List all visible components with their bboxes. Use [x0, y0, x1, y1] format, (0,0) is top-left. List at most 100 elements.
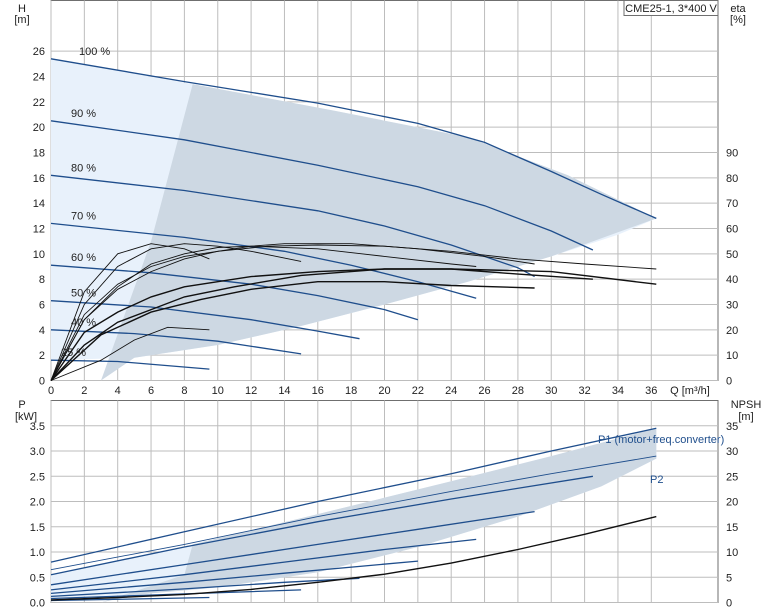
p1-label: P1 (motor+freq.converter): [598, 434, 724, 446]
npsh-axis-label: NPSH: [731, 399, 762, 411]
power-tick-labels: 0.0 0.5 1.0 1.5 2.0 2.5 3.0 3.5: [30, 421, 45, 610]
speed-curve: [50, 329, 302, 355]
speed-curve-label: 40 %: [71, 317, 96, 329]
head-tick-label: 0: [39, 376, 45, 388]
flow-tick-label: 12: [245, 385, 257, 397]
eta-tick-label: 20: [726, 325, 738, 337]
flow-tick-label: 8: [181, 385, 187, 397]
npsh-tick-label: 25: [726, 471, 738, 483]
efficiency-curves: [50, 243, 657, 382]
flow-tick-label: 16: [312, 385, 324, 397]
eta-axis-unit: [%]: [730, 14, 746, 26]
p1-curve: [50, 510, 535, 586]
flow-tick-label: 36: [645, 385, 657, 397]
eta-tick-label: 60: [726, 224, 738, 236]
head-tick-label: 26: [33, 46, 45, 58]
eta-tick-labels: 0 10 20 30 40 50 60 70 80 90: [726, 148, 738, 388]
flow-tick-label: 34: [612, 385, 624, 397]
speed-curve-label: 25 %: [61, 347, 86, 359]
flow-tick-label: 20: [378, 385, 390, 397]
flow-tick-label: 14: [278, 385, 290, 397]
p2-label: P2: [650, 474, 663, 486]
power-tick-label: 2.5: [30, 471, 45, 483]
power-tick-label: 1.0: [30, 547, 45, 559]
efficiency-curve: [50, 268, 657, 381]
power-tick-label: 0.0: [30, 598, 45, 610]
efficiency-curve: [50, 281, 535, 382]
eta-tick-label: 10: [726, 350, 738, 362]
p1-curve: [50, 577, 360, 598]
npsh-tick-label: 0: [726, 598, 732, 610]
speed-curve: [50, 58, 657, 219]
eta-tick-label: 90: [726, 148, 738, 160]
flow-tick-label: 24: [445, 385, 457, 397]
eta-tick-label: 0: [726, 376, 732, 388]
npsh-tick-label: 35: [726, 421, 738, 433]
head-tick-label: 24: [33, 72, 45, 84]
speed-curve: [50, 300, 360, 340]
head-tick-label: 4: [39, 325, 45, 337]
p1-curve: [50, 538, 477, 591]
power-tick-label: 3.5: [30, 421, 45, 433]
speed-curve-label: 80 %: [71, 162, 96, 174]
p1-curves: [50, 427, 657, 602]
npsh-tick-label: 30: [726, 446, 738, 458]
head-operating-area: [51, 58, 657, 381]
eta-tick-label: 50: [726, 249, 738, 261]
speed-curve-labels: 100 % 90 % 80 % 70 % 60 % 50 % 40 % 25 %: [61, 46, 110, 359]
power-operating-area: [51, 428, 657, 603]
head-operating-area-dark: [101, 84, 657, 381]
flow-tick-label: 18: [345, 385, 357, 397]
head-tick-label: 22: [33, 97, 45, 109]
flow-tick-label: 26: [478, 385, 490, 397]
npsh-tick-label: 20: [726, 497, 738, 509]
power-tick-label: 2.0: [30, 497, 45, 509]
flow-tick-label: 10: [212, 385, 224, 397]
npsh-axis-unit: [m]: [738, 411, 753, 423]
speed-curve-label: 100 %: [79, 46, 110, 58]
head-tick-label: 8: [39, 274, 45, 286]
power-axis-label: P: [18, 399, 25, 411]
power-npsh-panel: 0.00.51.01.52.02.53.03.5 05101520253035 …: [15, 399, 761, 610]
eta-tick-label: 40: [726, 274, 738, 286]
chart-title: CME25-1, 3*400 V: [625, 3, 717, 15]
flow-tick-label: 22: [412, 385, 424, 397]
flow-tick-label: 30: [545, 385, 557, 397]
efficiency-curve: [50, 244, 657, 381]
power-operating-area-dark: [101, 428, 657, 603]
speed-curve-label: 70 %: [71, 210, 96, 222]
head-tick-label: 2: [39, 350, 45, 362]
head-tick-label: 18: [33, 148, 45, 160]
flow-tick-label: 32: [578, 385, 590, 397]
efficiency-curve: [50, 243, 210, 381]
speed-curve: [50, 264, 419, 321]
p1-curve: [50, 475, 594, 576]
p1-curve: [50, 560, 418, 595]
p2-curves: [50, 455, 657, 571]
npsh-curve-line: [50, 515, 657, 601]
power-tick-label: 3.0: [30, 446, 45, 458]
p1-curve: [50, 596, 210, 602]
speed-curve: [50, 359, 210, 370]
efficiency-curve: [50, 326, 210, 381]
flow-tick-label: 28: [512, 385, 524, 397]
npsh-curve: [50, 515, 657, 601]
npsh-tick-label: 15: [726, 522, 738, 534]
head-tick-label: 6: [39, 300, 45, 312]
npsh-tick-label: 5: [726, 572, 732, 584]
head-axis-label: H: [18, 3, 26, 15]
speed-curve-label: 60 %: [71, 252, 96, 264]
eta-tick-label: 70: [726, 198, 738, 210]
efficiency-curve: [50, 268, 593, 381]
head-axis-unit: [m]: [14, 14, 29, 26]
eta-axis-label: eta: [730, 3, 746, 15]
flow-axis-label: Q [m³/h]: [670, 385, 710, 397]
eta-tick-label: 80: [726, 173, 738, 185]
flow-tick-label: 6: [148, 385, 154, 397]
flow-tick-label: 4: [115, 385, 121, 397]
efficiency-curve: [50, 245, 477, 381]
speed-curve-label: 50 %: [71, 288, 96, 300]
flow-tick-label: 0: [48, 385, 54, 397]
